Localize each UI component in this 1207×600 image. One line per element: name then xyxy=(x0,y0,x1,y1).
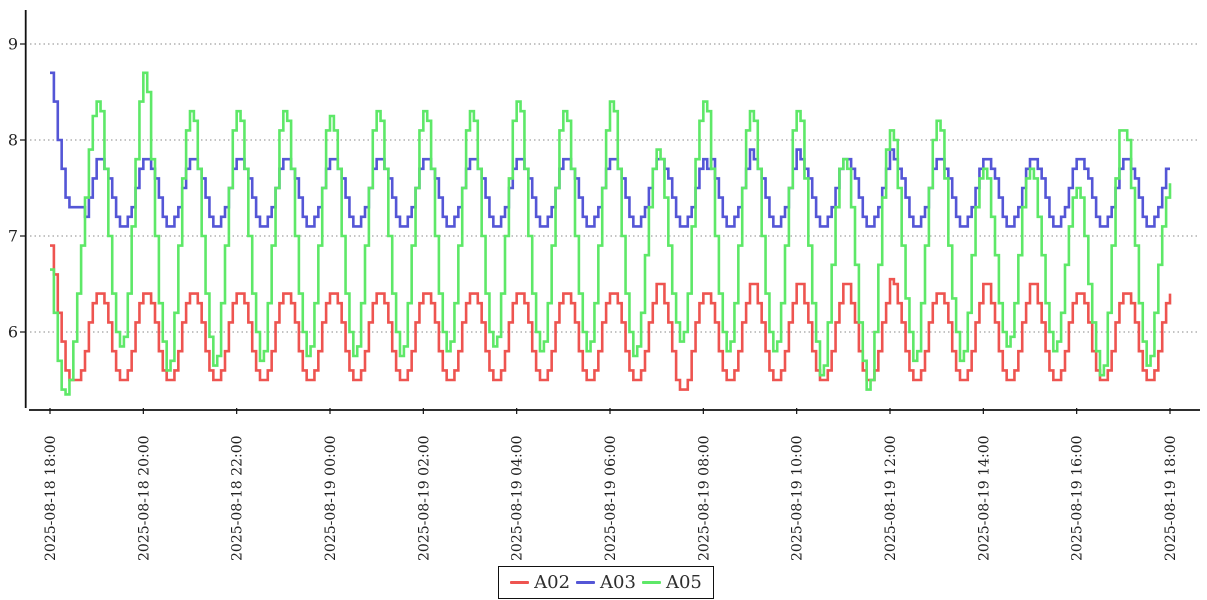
legend-label-a05: A05 xyxy=(665,571,702,593)
y-tick-label: 6 xyxy=(8,323,18,342)
legend-label-a02: A02 xyxy=(534,571,571,593)
x-tick-label: 2025-08-19 06:00 xyxy=(603,435,619,561)
legend-label-a03: A03 xyxy=(600,571,636,593)
x-tick-label: 2025-08-19 02:00 xyxy=(416,435,432,561)
x-tick-label: 2025-08-19 12:00 xyxy=(883,435,899,561)
legend-swatch-a05 xyxy=(641,580,661,585)
y-tick-label: 9 xyxy=(8,35,18,54)
legend-swatch-a03 xyxy=(576,580,596,585)
x-tick-label: 2025-08-19 08:00 xyxy=(696,435,712,561)
legend-item-a03: A03 xyxy=(576,571,636,593)
series-line-a02 xyxy=(50,244,1172,391)
x-tick-label: 2025-08-19 14:00 xyxy=(976,435,992,561)
legend-item-a02: A02 xyxy=(510,571,571,593)
legend-item-a05: A05 xyxy=(641,571,702,593)
x-tick-label: 2025-08-18 22:00 xyxy=(230,435,246,561)
legend: A02 A03 A05 xyxy=(498,566,714,599)
y-tick-label: 7 xyxy=(8,227,18,246)
x-tick-label: 2025-08-19 00:00 xyxy=(323,435,339,561)
y-tick-label: 8 xyxy=(8,131,18,150)
x-tick-label: 2025-08-19 04:00 xyxy=(510,435,526,561)
x-tick-label: 2025-08-19 18:00 xyxy=(1163,435,1179,561)
x-tick-label: 2025-08-18 18:00 xyxy=(43,435,59,561)
x-tick-label: 2025-08-19 16:00 xyxy=(1070,435,1086,561)
legend-swatch-a02 xyxy=(510,580,530,585)
x-tick-label: 2025-08-19 10:00 xyxy=(790,435,806,561)
x-tick-label: 2025-08-18 20:00 xyxy=(136,435,152,561)
series-line-a05 xyxy=(50,71,1172,396)
series-line-a03 xyxy=(50,71,1170,228)
